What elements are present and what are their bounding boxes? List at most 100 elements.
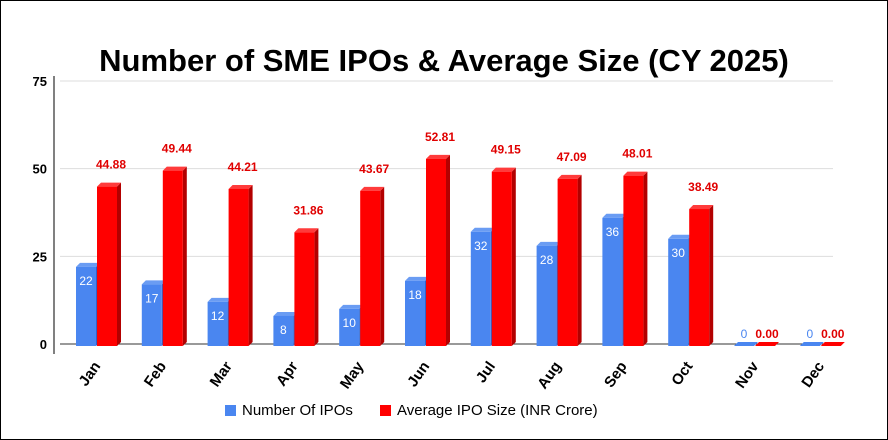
bar <box>689 209 710 346</box>
bar-top <box>294 228 319 233</box>
bar-top <box>97 182 121 187</box>
bar <box>207 301 228 346</box>
bar <box>273 315 294 346</box>
bar <box>97 186 117 346</box>
legend-label-ipos: Number Of IPOs <box>242 402 353 419</box>
bar-flat <box>820 342 845 346</box>
bar-side <box>182 166 187 346</box>
bar-side <box>709 205 714 346</box>
legend-swatch-ipos <box>225 405 236 416</box>
data-label-size: 48.01 <box>622 147 652 161</box>
data-label-size: 52.81 <box>425 130 455 144</box>
bar-top <box>536 241 561 246</box>
bar <box>228 188 249 346</box>
bar-top <box>360 186 385 191</box>
data-label-ipos: 8 <box>280 323 287 337</box>
bar-top <box>228 184 253 189</box>
bar-side <box>511 167 516 346</box>
bar-top <box>162 166 187 171</box>
bar <box>162 170 183 346</box>
bar-side <box>117 182 121 346</box>
bar-flat <box>734 342 758 346</box>
x-tick-label: Jun <box>404 359 433 391</box>
bar-top <box>141 280 166 285</box>
y-tick-label: 75 <box>33 74 47 89</box>
x-tick-label: Aug <box>534 359 565 393</box>
bar <box>141 284 162 346</box>
y-tick-label: 50 <box>33 162 47 177</box>
data-label-ipos: 32 <box>474 239 488 253</box>
bar-top <box>602 213 627 218</box>
x-tick-label: Oct <box>668 359 696 389</box>
bar-top <box>426 154 450 159</box>
chart-title: Number of SME IPOs & Average Size (CY 20… <box>99 43 789 78</box>
bar <box>623 175 644 346</box>
bar <box>360 190 381 346</box>
data-label-size: 49.44 <box>162 142 192 156</box>
data-label-size: 49.15 <box>491 143 521 157</box>
bar-flat <box>799 342 824 346</box>
data-label-size: 38.49 <box>688 180 718 194</box>
data-label-ipos: 30 <box>672 246 686 260</box>
data-label-ipos: 17 <box>145 291 159 305</box>
bar-top <box>557 174 582 179</box>
bar-top <box>491 167 516 172</box>
data-label-ipos: 36 <box>606 225 620 239</box>
legend-swatch-size <box>380 405 391 416</box>
x-tick-label: Apr <box>273 358 302 389</box>
x-tick-label: Dec <box>798 359 828 391</box>
y-tick-label: 25 <box>33 249 47 264</box>
data-label-ipos: 0 <box>741 327 748 341</box>
x-tick-label: Feb <box>141 359 170 391</box>
bar <box>470 231 491 346</box>
bar-flat <box>755 342 779 346</box>
data-label-ipos: 28 <box>540 253 554 267</box>
legend-label-size: Average IPO Size (INR Crore) <box>397 402 598 419</box>
x-tick-label: Jan <box>76 359 105 390</box>
data-label-size: 44.88 <box>96 158 126 172</box>
bar-side <box>314 228 319 346</box>
bar-top <box>405 276 429 281</box>
bar-top <box>470 227 495 232</box>
bar-top <box>623 171 648 176</box>
x-tick-label: Jul <box>473 359 499 387</box>
bar <box>602 217 623 346</box>
bar-top <box>76 262 100 267</box>
x-tick-label: Sep <box>601 359 631 391</box>
bar-side <box>643 171 648 346</box>
bar-top <box>339 304 364 309</box>
bar-side <box>380 186 385 346</box>
bar-top <box>689 205 714 210</box>
bar-side <box>248 184 253 346</box>
x-tick-label: Nov <box>732 358 763 392</box>
bar-top <box>273 311 298 316</box>
bars: 22 44.88 17 49.44 12 44.21 8 31.86 10 43.67 18 52.8… <box>76 130 845 346</box>
data-label-size: 0.00 <box>755 327 779 341</box>
bar <box>491 171 512 346</box>
bar-top <box>207 297 232 302</box>
data-label-size: 47.09 <box>557 150 587 164</box>
data-label-ipos: 12 <box>211 309 225 323</box>
bar <box>405 280 425 346</box>
bar-top <box>668 234 693 239</box>
data-label-size: 0.00 <box>821 327 845 341</box>
x-tick-label: Mar <box>207 358 236 390</box>
data-label-ipos: 18 <box>408 288 422 302</box>
bar <box>536 245 557 346</box>
x-tick-label: May <box>337 358 368 392</box>
legend[interactable]: Number Of IPOs Average IPO Size (INR Cro… <box>225 402 598 419</box>
bar <box>426 158 446 346</box>
bar <box>294 232 315 346</box>
data-label-ipos: 10 <box>343 316 357 330</box>
data-label-ipos: 0 <box>806 327 813 341</box>
bar-side <box>577 174 582 346</box>
bar <box>339 308 360 346</box>
data-label-size: 31.86 <box>293 203 323 217</box>
bar-side <box>446 154 450 346</box>
y-tick-label: 0 <box>40 337 47 352</box>
bar <box>76 266 96 346</box>
data-label-size: 44.21 <box>228 160 258 174</box>
data-label-size: 43.67 <box>359 162 389 176</box>
